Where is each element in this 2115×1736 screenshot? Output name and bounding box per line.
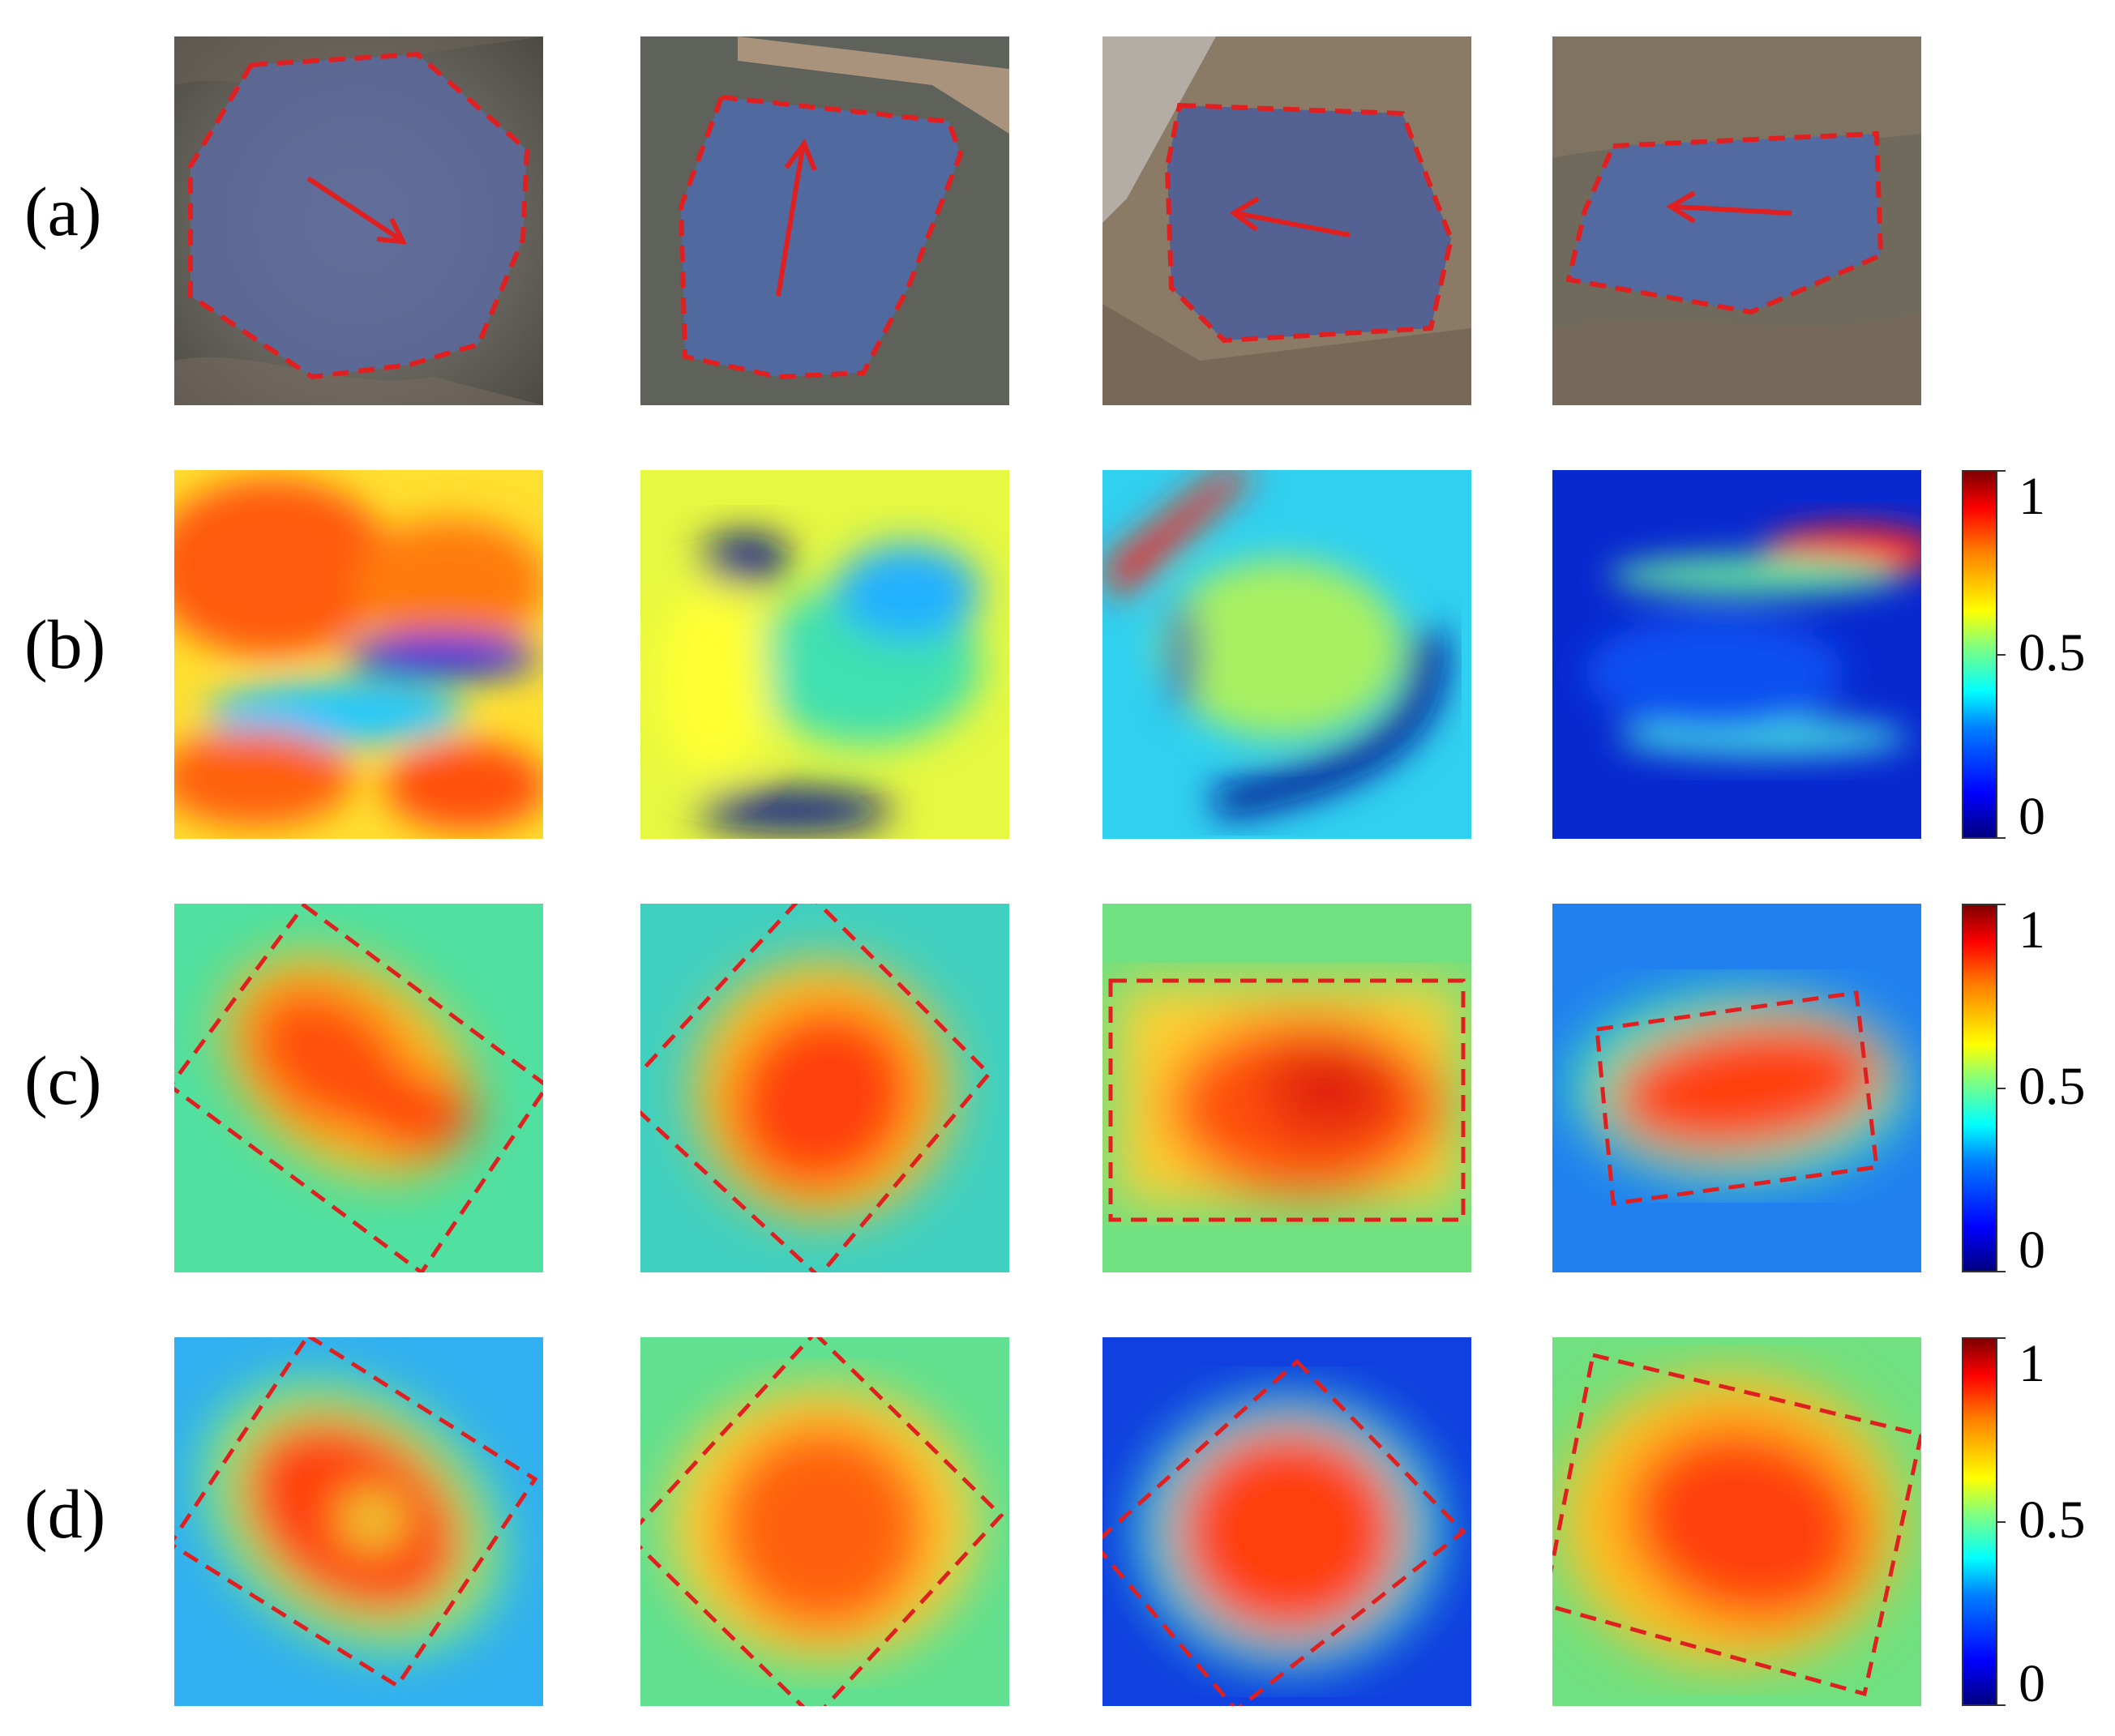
- colorbar-b-label-05: 0.5: [2019, 623, 2086, 682]
- heatmap-c-1: [174, 904, 543, 1272]
- colorbar-c-tick-bottom: [1997, 1271, 2006, 1272]
- heatmap-c-3: [1102, 904, 1471, 1272]
- row-label-d: (d): [24, 1475, 106, 1553]
- colorbar-d-label-0: 0: [2019, 1654, 2045, 1713]
- colorbar-b: [1962, 470, 1997, 839]
- colorbar-d-tick-bottom: [1997, 1704, 2006, 1706]
- colorbar-b-tick-bottom: [1997, 837, 2006, 839]
- heatmap-d-2: [640, 1337, 1009, 1706]
- heatmap-b-2: [640, 470, 1009, 839]
- row-label-b: (b): [24, 605, 106, 683]
- satellite-image-3: [1102, 36, 1471, 405]
- colorbar-d-label-05: 0.5: [2019, 1490, 2086, 1550]
- colorbar-d-tick-top: [1997, 1337, 2006, 1339]
- row-label-a: (a): [24, 173, 102, 250]
- heatmap-d-1: [174, 1337, 543, 1706]
- heatmap-b-1: [174, 470, 543, 839]
- satellite-image-1: [174, 36, 543, 405]
- heatmap-b-4: [1552, 470, 1921, 839]
- colorbar-d-tick-mid: [1997, 1521, 2006, 1523]
- colorbar-c-tick-mid: [1997, 1088, 2006, 1089]
- colorbar-b-label-1: 1: [2019, 467, 2045, 526]
- colorbar-c-tick-top: [1997, 904, 2006, 905]
- colorbar-c-label-1: 1: [2019, 900, 2045, 960]
- colorbar-c-label-05: 0.5: [2019, 1057, 2086, 1116]
- heatmap-d-4: [1552, 1337, 1921, 1706]
- row-label-c: (c): [24, 1041, 102, 1119]
- satellite-image-2: [640, 36, 1009, 405]
- colorbar-d-label-1: 1: [2019, 1334, 2045, 1393]
- colorbar-d: [1962, 1337, 1997, 1706]
- colorbar-b-label-0: 0: [2019, 787, 2045, 846]
- heatmap-d-3: [1102, 1337, 1471, 1706]
- heatmap-b-3: [1102, 470, 1471, 839]
- heatmap-c-4: [1552, 904, 1921, 1272]
- colorbar-c: [1962, 904, 1997, 1272]
- colorbar-c-label-0: 0: [2019, 1221, 2045, 1280]
- colorbar-b-tick-mid: [1997, 654, 2006, 656]
- heatmap-c-2: [640, 904, 1009, 1272]
- colorbar-b-tick-top: [1997, 470, 2006, 472]
- satellite-image-4: [1552, 36, 1921, 405]
